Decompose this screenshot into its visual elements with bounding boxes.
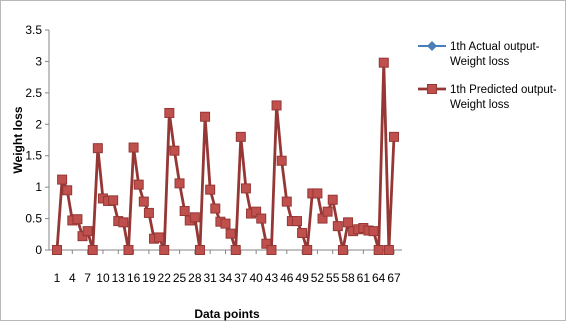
- data-point: [194, 245, 205, 255]
- legend-marker: [427, 84, 437, 94]
- x-tick-label: 49: [295, 271, 309, 285]
- data-point: [118, 217, 129, 228]
- data-point: [143, 207, 154, 218]
- data-point: [123, 245, 134, 255]
- data-point: [200, 111, 211, 122]
- x-tick-label: 43: [265, 271, 279, 285]
- y-tick-label: 2.5: [25, 86, 42, 100]
- y-tick-label: 3: [35, 54, 42, 68]
- data-point: [261, 238, 272, 249]
- x-tick-label: 64: [372, 271, 386, 285]
- x-tick-label: 58: [341, 271, 355, 285]
- x-tick-label: 46: [280, 271, 294, 285]
- data-point: [205, 184, 216, 195]
- data-point: [164, 107, 175, 118]
- data-point: [271, 100, 282, 111]
- data-point: [383, 245, 394, 255]
- legend-label: 1th Predicted output-Weight loss: [450, 84, 557, 111]
- data-point: [312, 188, 323, 199]
- legend-entry-actual: 1th Actual output-Weight loss: [418, 41, 540, 68]
- plot-series: [52, 57, 399, 255]
- data-point: [189, 212, 200, 223]
- y-axis-title: Weight loss: [11, 106, 25, 173]
- x-axis-title: Data points: [194, 307, 260, 321]
- data-point: [343, 217, 354, 228]
- x-tick-label: 28: [188, 271, 202, 285]
- data-point: [373, 245, 384, 255]
- data-point: [235, 131, 246, 142]
- legend-entry-predicted: 1th Predicted output-Weight loss: [418, 84, 557, 111]
- y-tick-label: 1: [35, 180, 42, 194]
- data-point: [179, 206, 190, 217]
- data-point: [322, 206, 333, 217]
- data-point: [251, 206, 262, 217]
- legend-label: 1th Actual output-Weight loss: [450, 41, 540, 68]
- x-tick-label: 37: [234, 271, 248, 285]
- data-point: [82, 226, 93, 237]
- x-tick-label: 25: [173, 271, 187, 285]
- data-point: [266, 245, 277, 255]
- data-point: [133, 179, 144, 190]
- x-tick-label: 31: [204, 271, 218, 285]
- data-point: [327, 194, 338, 205]
- data-point: [297, 228, 308, 239]
- data-point: [72, 214, 83, 225]
- data-point: [256, 213, 267, 224]
- y-tick-label: 3.5: [25, 23, 42, 37]
- legend: 1th Actual output-Weight loss 1th Predict…: [418, 41, 557, 111]
- data-point: [281, 196, 292, 207]
- x-tick-label: 16: [127, 271, 141, 285]
- x-tick-label: 10: [96, 271, 110, 285]
- x-tick-label: 52: [311, 271, 325, 285]
- legend-marker: [427, 41, 437, 51]
- data-point: [230, 245, 241, 255]
- data-point: [77, 231, 88, 242]
- data-point: [276, 155, 287, 166]
- data-point: [337, 245, 348, 255]
- data-point: [220, 218, 231, 229]
- data-point: [128, 142, 139, 153]
- data-point: [240, 183, 251, 194]
- y-tick-label: 0.5: [25, 212, 42, 226]
- y-tick-label: 0: [35, 243, 42, 257]
- data-point: [368, 226, 379, 237]
- data-point: [138, 196, 149, 207]
- data-point: [169, 145, 180, 156]
- data-point: [62, 185, 73, 196]
- data-point: [174, 178, 185, 189]
- y-axis: 0 0.5 1 1.5 2 2.5 3 3.5: [25, 23, 50, 257]
- data-point: [159, 245, 170, 255]
- x-tick-label: 22: [158, 271, 172, 285]
- data-point: [154, 232, 165, 243]
- x-tick-label: 40: [249, 271, 263, 285]
- x-tick-label: 55: [326, 271, 340, 285]
- x-tick-label: 61: [357, 271, 371, 285]
- x-tick-label: 19: [142, 271, 156, 285]
- x-axis: 1 4 7 10 13 16 19 22 25 28 31 34 37 40 43 46 49 52 55 58 61 6…: [49, 249, 402, 285]
- data-point: [87, 245, 98, 255]
- series-predicted: [52, 57, 399, 255]
- y-tick-label: 2: [35, 117, 42, 131]
- data-point: [225, 228, 236, 239]
- x-tick-label: 34: [219, 271, 233, 285]
- data-point: [52, 245, 62, 255]
- x-tick-label: 7: [84, 271, 91, 285]
- data-point: [57, 174, 68, 185]
- data-point: [317, 213, 328, 224]
- y-tick-label: 1.5: [25, 149, 42, 163]
- x-tick-label: 1: [54, 271, 61, 285]
- x-tick-label: 13: [112, 271, 126, 285]
- data-point: [210, 203, 221, 214]
- data-point: [332, 221, 343, 232]
- data-point: [378, 57, 389, 68]
- x-tick-label: 67: [387, 271, 401, 285]
- data-point: [108, 195, 119, 206]
- data-point: [291, 216, 302, 227]
- x-tick-label: 4: [69, 271, 76, 285]
- data-point: [92, 143, 103, 154]
- data-point: [302, 245, 313, 255]
- data-point: [389, 131, 399, 142]
